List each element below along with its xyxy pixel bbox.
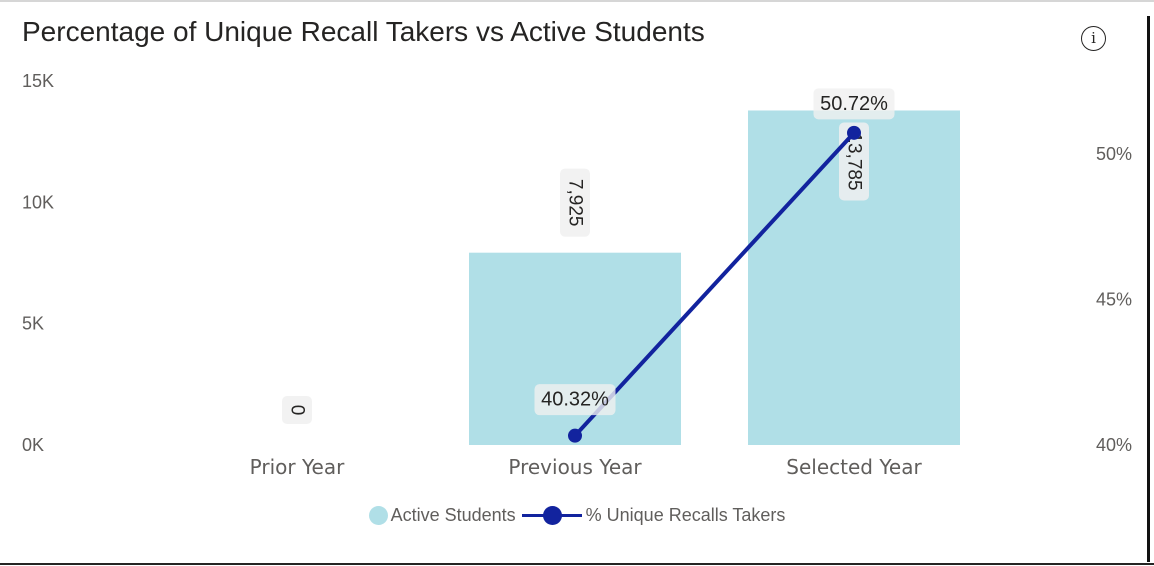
right-tick-label: 40% [1096, 435, 1132, 455]
left-tick-label: 5K [22, 314, 44, 334]
line-series: 40.32% 50.72% [534, 88, 895, 443]
bar-label-bg [282, 396, 312, 424]
info-icon[interactable]: i [1081, 26, 1106, 51]
bar-labels: 0 7,925 13,785 [282, 122, 869, 424]
line-point [847, 125, 861, 140]
right-tick-label: 50% [1096, 144, 1132, 164]
legend-label: Active Students [390, 504, 516, 525]
bars [469, 110, 960, 445]
x-tick-label: Selected Year [786, 455, 922, 479]
line-data-label: 50.72% [820, 93, 888, 115]
line-label-bg [813, 88, 895, 120]
line-point [568, 428, 582, 443]
legend: Active Students % Unique Recalls Takers [0, 503, 1154, 527]
bar-label-bg [560, 168, 590, 237]
right-border [1147, 16, 1150, 562]
bottom-border [0, 563, 1154, 565]
bar [469, 252, 681, 445]
left-tick-label: 10K [22, 192, 54, 212]
legend-item-active-students[interactable]: Active Students [368, 504, 516, 526]
line-data-label: 40.32% [541, 389, 609, 411]
left-tick-label: 15K [22, 71, 54, 91]
x-tick-label: Previous Year [508, 455, 642, 479]
line-label-bg [534, 384, 616, 416]
legend-dot-icon [368, 505, 388, 525]
legend-label: % Unique Recalls Takers [585, 504, 786, 525]
legend-item-unique-recalls[interactable]: % Unique Recalls Takers [516, 504, 786, 526]
chart-title: Percentage of Unique Recall Takers vs Ac… [22, 16, 705, 47]
bar-label-text: 7,925 [565, 179, 586, 227]
bar-data-label: 0 [282, 396, 312, 424]
combo-chart: 0K 5K 10K 15K 40% 45% 50% 0 7,925 13,785 40.32%… [22, 71, 1132, 479]
series-line [573, 131, 856, 438]
right-tick-label: 45% [1096, 289, 1132, 309]
legend-line-icon [521, 505, 582, 525]
x-axis: Prior Year Previous Year Selected Year [250, 455, 923, 479]
left-tick-label: 0K [22, 435, 44, 455]
bar-data-label: 7,925 [560, 168, 590, 237]
top-border [0, 0, 1154, 2]
bar-label-text: 13,785 [844, 132, 865, 190]
right-axis: 40% 45% 50% [1096, 144, 1132, 455]
x-tick-label: Prior Year [250, 455, 345, 479]
bar-label-text: 0 [287, 405, 308, 416]
left-axis: 0K 5K 10K 15K [22, 71, 54, 455]
